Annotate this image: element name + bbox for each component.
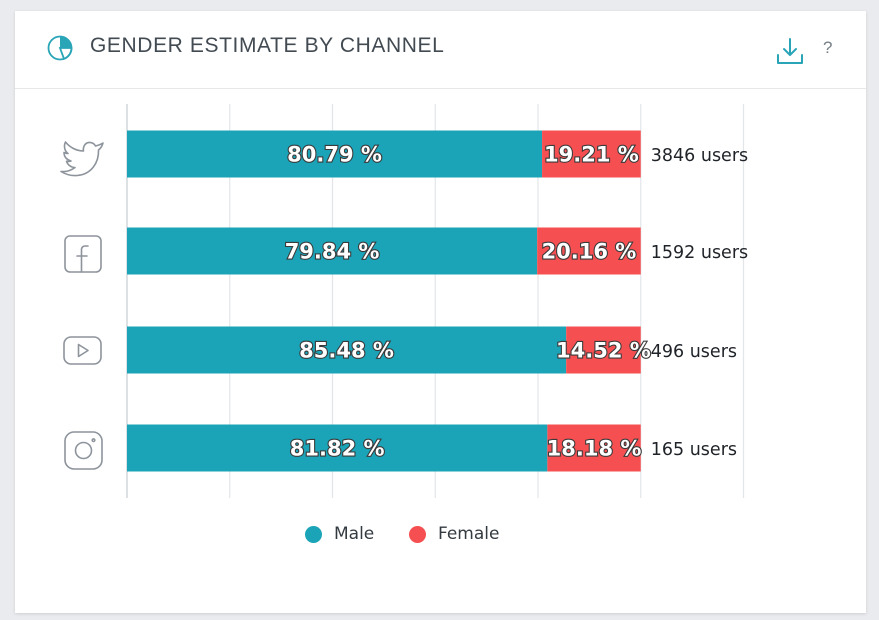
instagram-icon	[64, 431, 103, 470]
youtube-icon	[63, 336, 102, 365]
data-label-female-youtube: 14.52 %	[556, 339, 651, 363]
data-label-male-youtube: 85.48 %	[299, 339, 394, 363]
card-header: GENDER ESTIMATE BY CHANNEL ?	[15, 11, 866, 89]
pie-chart-icon	[47, 35, 73, 61]
bar-female-youtube[interactable]	[566, 326, 641, 374]
chart-card: GENDER ESTIMATE BY CHANNEL ?	[15, 11, 866, 613]
legend-swatch-male	[305, 525, 322, 543]
data-label-male-twitter: 80.79 %	[287, 143, 382, 167]
total-users-instagram: 165 users	[651, 440, 737, 460]
facebook-icon	[64, 235, 102, 273]
help-button[interactable]: ?	[823, 38, 833, 57]
download-icon[interactable]	[775, 36, 805, 66]
total-users-youtube: 496 users	[651, 342, 737, 362]
data-label-male-facebook: 79.84 %	[285, 240, 380, 264]
legend-item-male[interactable]: Male	[305, 524, 374, 544]
twitter-icon	[60, 141, 104, 177]
legend: Male Female	[15, 524, 866, 552]
bar-male-instagram[interactable]	[127, 424, 548, 472]
bar-female-twitter[interactable]	[542, 130, 641, 178]
data-label-female-instagram: 18.18 %	[547, 437, 642, 461]
data-label-male-instagram: 81.82 %	[290, 437, 385, 461]
stacked-bar-chart: 80.79 % 19.21 % 3846 users 79.84 % 20.16 % 15…	[60, 104, 748, 498]
data-label-female-facebook: 20.16 %	[542, 240, 637, 264]
channel-icons	[60, 141, 104, 470]
legend-label-female: Female	[438, 524, 500, 544]
legend-swatch-female	[409, 525, 426, 543]
total-users-twitter: 3846 users	[651, 146, 748, 166]
bar-male-twitter[interactable]	[127, 130, 543, 178]
legend-item-female[interactable]: Female	[409, 524, 499, 544]
bar-female-instagram[interactable]	[547, 424, 641, 472]
total-users-facebook: 1592 users	[651, 243, 748, 263]
bar-female-facebook[interactable]	[537, 227, 641, 275]
bars-layer: 80.79 % 19.21 % 3846 users 79.84 % 20.16 % 15…	[127, 130, 748, 472]
data-label-female-twitter: 19.21 %	[544, 143, 639, 167]
bar-male-facebook[interactable]	[127, 227, 538, 275]
legend-label-male: Male	[334, 524, 375, 544]
bar-male-youtube[interactable]	[127, 326, 567, 374]
card-title: GENDER ESTIMATE BY CHANNEL	[90, 34, 445, 57]
